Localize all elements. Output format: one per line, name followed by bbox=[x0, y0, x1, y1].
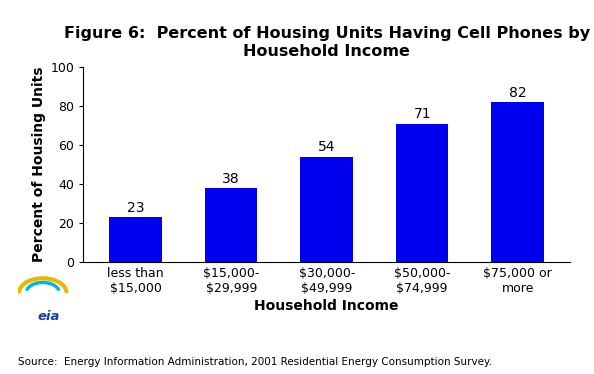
Text: Source:  Energy Information Administration, 2001 Residential Energy Consumption : Source: Energy Information Administratio… bbox=[18, 356, 492, 367]
Bar bbox=[396, 124, 448, 262]
Bar bbox=[205, 188, 257, 262]
Bar bbox=[109, 217, 162, 262]
Text: 23: 23 bbox=[127, 201, 144, 215]
Text: 38: 38 bbox=[222, 172, 240, 186]
Bar bbox=[301, 157, 353, 262]
Title: Figure 6:  Percent of Housing Units Having Cell Phones by
Household Income: Figure 6: Percent of Housing Units Havin… bbox=[64, 25, 590, 59]
Text: eia: eia bbox=[37, 310, 60, 323]
X-axis label: Household Income: Household Income bbox=[254, 299, 399, 313]
Text: 71: 71 bbox=[413, 107, 431, 122]
Bar bbox=[491, 102, 544, 262]
Y-axis label: Percent of Housing Units: Percent of Housing Units bbox=[32, 67, 46, 262]
Text: 54: 54 bbox=[318, 141, 336, 154]
Text: 82: 82 bbox=[509, 86, 526, 100]
